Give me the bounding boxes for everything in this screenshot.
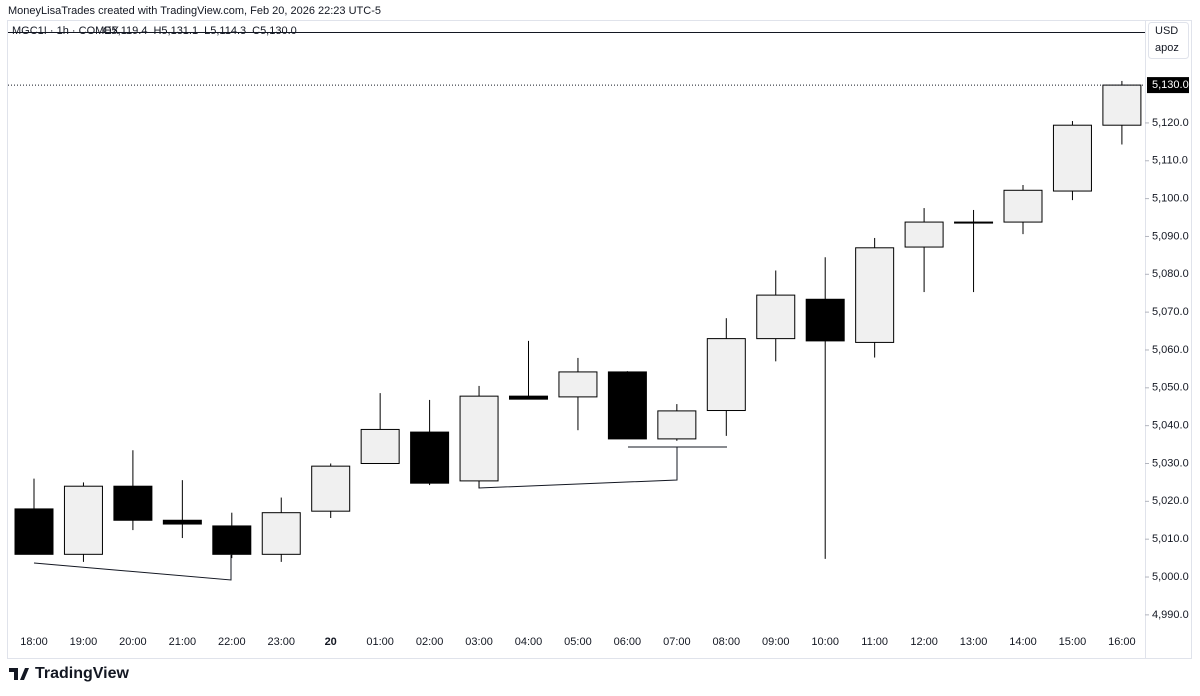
x-tick-label: 10:00	[811, 636, 839, 648]
y-tick-label: 5,040.0	[1152, 420, 1189, 432]
candle-body	[1052, 124, 1092, 192]
candle-body	[805, 298, 845, 342]
x-tick-label: 02:00	[416, 636, 444, 648]
y-tick-label: 5,110.0	[1152, 155, 1188, 167]
candle-body	[1102, 84, 1142, 126]
ohlc-legend: O5,119.4 H5,131.1 L5,114.3 C5,130.0	[103, 25, 297, 37]
candle-body	[63, 485, 103, 555]
x-tick-label: 13:00	[960, 636, 988, 648]
candle-body	[509, 395, 548, 400]
candle-body	[261, 512, 301, 555]
x-tick-label: 14:00	[1009, 636, 1037, 648]
x-tick-label: 21:00	[169, 636, 197, 648]
footer-logo: TradingView	[9, 665, 130, 682]
x-tick-label: 23:00	[267, 636, 295, 648]
symbol: MGC1! · 1h · COMEX	[12, 25, 120, 37]
x-tick-label: 22:00	[218, 636, 246, 648]
candle-body	[14, 508, 54, 555]
y-tick-label: 5,080.0	[1152, 268, 1189, 280]
header: MoneyLisaTrades created with TradingView…	[8, 5, 381, 17]
trend-line	[478, 446, 727, 489]
legend-value: C5,130.0	[252, 25, 297, 37]
y-tick-label: 5,000.0	[1152, 571, 1189, 583]
candle-body	[311, 465, 351, 512]
candle-body	[410, 431, 450, 484]
y-tick-label: 5,120.0	[1152, 117, 1189, 129]
x-tick-label: 15:00	[1059, 636, 1087, 648]
y-tick-label: 5,060.0	[1152, 344, 1189, 356]
x-tick-label: 12:00	[910, 636, 938, 648]
x-tick-label: 16:00	[1108, 636, 1136, 648]
x-tick-label: 03:00	[465, 636, 493, 648]
footer: TradingView	[35, 665, 130, 682]
y-tick-label: 4,990.0	[1152, 609, 1189, 621]
candle-body	[162, 519, 202, 525]
candle-body	[954, 221, 994, 224]
last-price-box	[1147, 77, 1189, 94]
candle-body	[855, 247, 895, 343]
x-tick-label: 01:00	[366, 636, 394, 648]
x-tick-label: 08:00	[713, 636, 741, 648]
x-tick-label: 20	[325, 636, 337, 648]
candle-body	[904, 221, 944, 248]
candle-body	[558, 371, 598, 398]
x-tick-label: 19:00	[70, 636, 98, 648]
y-tick-label: 5,020.0	[1152, 495, 1189, 507]
trend-line	[33, 555, 232, 581]
legend-value: O5,119.4	[103, 25, 147, 37]
candle-body	[1003, 189, 1043, 223]
y-tick-label: 5,070.0	[1152, 306, 1189, 318]
currency-box[interactable]	[1148, 22, 1189, 59]
candle-body	[212, 525, 252, 555]
x-tick-label: 05:00	[564, 636, 592, 648]
y-tick-label: 5,010.0	[1152, 533, 1189, 545]
candle-body	[113, 485, 153, 521]
y-tick-label: 5,100.0	[1152, 193, 1189, 205]
x-tick-label: 06:00	[614, 636, 642, 648]
legend-value: L5,114.3	[204, 25, 246, 37]
x-tick-label: 11:00	[861, 636, 888, 648]
x-tick-label: 04:00	[515, 636, 543, 648]
y-tick-label: 5,030.0	[1152, 457, 1189, 469]
x-tick-label: 20:00	[119, 636, 147, 648]
candle-body	[756, 294, 796, 340]
scale-label: apoz	[1155, 42, 1179, 54]
candle-body	[706, 338, 746, 412]
x-tick-label: 18:00	[20, 636, 48, 648]
legend-value: H5,131.1	[153, 25, 198, 37]
x-tick-label: 09:00	[762, 636, 790, 648]
y-tick-label: 5,050.0	[1152, 382, 1189, 394]
candle-body	[607, 371, 647, 440]
candle-body	[360, 428, 400, 464]
candle-body	[657, 410, 697, 440]
last-price-label: 5,130.0	[1152, 79, 1189, 91]
panel-border	[7, 20, 1192, 659]
y-tick-label: 5,090.0	[1152, 230, 1189, 242]
currency: USD	[1155, 25, 1178, 37]
x-tick-label: 07:00	[663, 636, 691, 648]
candle-body	[459, 395, 499, 482]
